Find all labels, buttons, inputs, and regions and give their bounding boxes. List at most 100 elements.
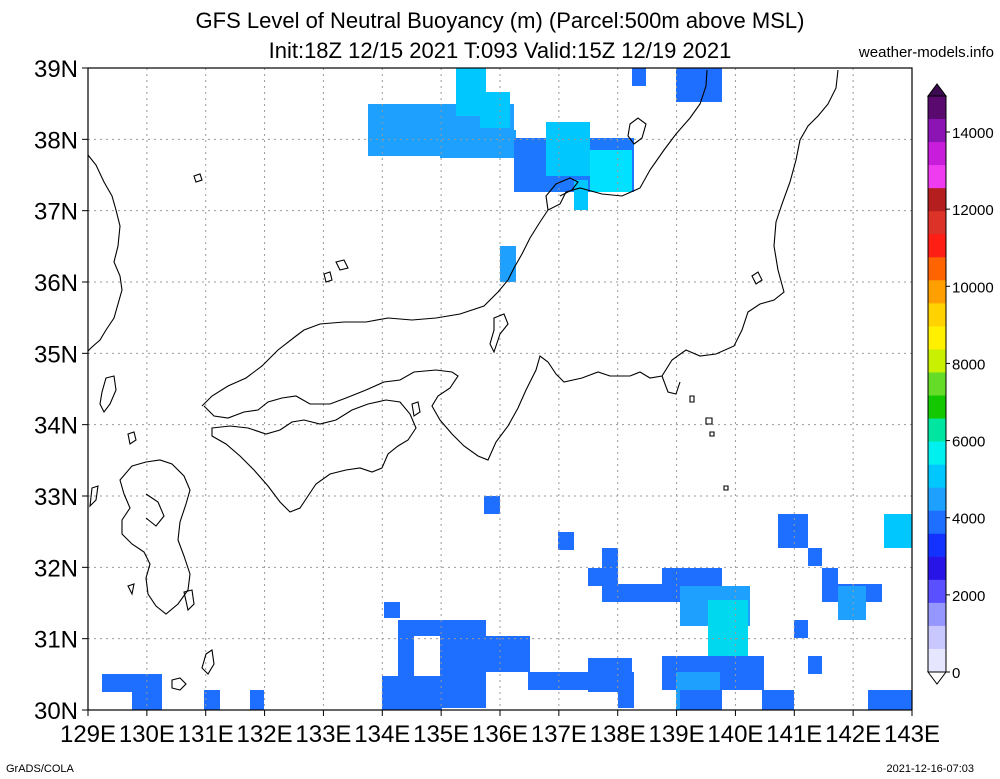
grid-layer [88, 68, 912, 710]
colorbar-label: 12000 [952, 202, 994, 219]
colorbar-segment [928, 510, 946, 535]
yakushima [171, 677, 187, 691]
colorbar-segment [928, 119, 946, 143]
buoyancy-cell [762, 690, 794, 710]
buoyancy-cell [794, 620, 808, 638]
buoyancy-cell [440, 130, 516, 158]
buoyancy-cell [398, 620, 486, 636]
colorbar-max-arrow [927, 83, 947, 97]
buoyancy-cell [680, 690, 722, 710]
buoyancy-fill-layer [102, 68, 912, 710]
buoyancy-cell [480, 92, 510, 128]
buoyancy-cell [808, 656, 822, 674]
buoyancy-cell [102, 674, 162, 692]
lon-label: 130E [119, 721, 175, 748]
izu-island-3 [709, 431, 715, 437]
colorbar-segment [928, 625, 946, 650]
lon-label: 131E [178, 721, 234, 748]
colorbar-label: 14000 [952, 125, 994, 142]
lon-label: 136E [472, 721, 528, 748]
colorbar-segment [928, 96, 946, 120]
plot-frame [82, 67, 913, 716]
buoyancy-cell [528, 672, 588, 690]
awaji-island [411, 401, 421, 417]
buoyancy-cell [778, 514, 808, 548]
colorbar-segment [928, 234, 946, 258]
colorbar-segment [928, 188, 946, 212]
lon-label: 134E [354, 721, 410, 748]
colorbar-segment [928, 349, 946, 373]
buoyancy-cell [440, 672, 486, 690]
colorbar-segment [928, 464, 946, 489]
colorbar-segment [928, 556, 946, 581]
lon-label: 141E [766, 721, 822, 748]
tsushima-island [99, 375, 117, 414]
lat-label: 33N [34, 484, 78, 511]
colorbar-segment [928, 211, 946, 235]
colorbar-segment [928, 395, 946, 420]
shikoku-coastline [211, 399, 417, 513]
lat-label: 38N [34, 127, 78, 154]
lon-label: 143E [884, 721, 940, 748]
kyushu-ariake [145, 493, 165, 527]
colorbar-segment [928, 533, 946, 558]
iki-island [127, 431, 137, 445]
lat-label: 35N [34, 341, 78, 368]
misc-island-2 [751, 271, 763, 285]
buoyancy-gap [414, 636, 440, 674]
lon-label: 142E [825, 721, 881, 748]
buoyancy-cell [588, 568, 618, 586]
buoyancy-cell [884, 514, 912, 548]
oki-island-2 [335, 259, 349, 271]
buoyancy-cell [546, 122, 590, 176]
buoyancy-cell [500, 246, 516, 282]
buoyancy-cell [676, 68, 722, 102]
colorbar-segment [928, 165, 946, 189]
lat-label: 39N [34, 56, 78, 83]
colorbar-segment [928, 441, 946, 466]
buoyancy-cell [838, 586, 866, 620]
honshu-west-coastline [201, 69, 708, 407]
colorbar-label: 0 [952, 665, 960, 682]
izu-peninsula [661, 375, 681, 395]
tanegashima [201, 649, 215, 675]
misc-island [193, 173, 203, 183]
buoyancy-cell [822, 568, 838, 586]
koshiki-island [127, 583, 135, 596]
hachijo-island [723, 485, 729, 491]
coastline-layer [87, 69, 839, 691]
buoyancy-cell [590, 150, 632, 192]
osumi-island [183, 589, 195, 612]
colorbar-segment [928, 579, 946, 604]
buoyancy-cell [384, 602, 400, 618]
lon-label: 132E [237, 721, 293, 748]
buoyancy-cell [132, 690, 162, 710]
goto-island [89, 485, 99, 508]
lat-label: 37N [34, 199, 78, 226]
colorbar-segment [928, 372, 946, 397]
colorbar-segment [928, 648, 946, 673]
buoyancy-cell [484, 496, 500, 514]
colorbar-segment [928, 257, 946, 281]
chart-subtitle: Init:18Z 12/15 2021 T:093 Valid:15Z 12/1… [268, 38, 732, 63]
lon-label: 129E [60, 721, 116, 748]
buoyancy-cell [602, 584, 678, 602]
lat-label: 30N [34, 698, 78, 725]
lon-label: 139E [649, 721, 705, 748]
footer-software: GrADS/COLA [6, 763, 74, 775]
lat-label: 31N [34, 627, 78, 654]
noto-peninsula [545, 177, 579, 211]
honshu-east-coastline [203, 69, 839, 461]
colorbar-segment [928, 326, 946, 350]
buoyancy-cell [250, 690, 264, 710]
site-credit: weather-models.info [858, 44, 994, 61]
lat-label: 36N [34, 270, 78, 297]
colorbar-segment [928, 602, 946, 627]
colorbar-label: 4000 [952, 511, 985, 528]
colorbar-label: 8000 [952, 356, 985, 373]
izu-island-2 [705, 417, 713, 425]
buoyancy-cell [618, 672, 634, 708]
buoyancy-cell [382, 676, 442, 710]
korea-coastline [87, 154, 123, 352]
